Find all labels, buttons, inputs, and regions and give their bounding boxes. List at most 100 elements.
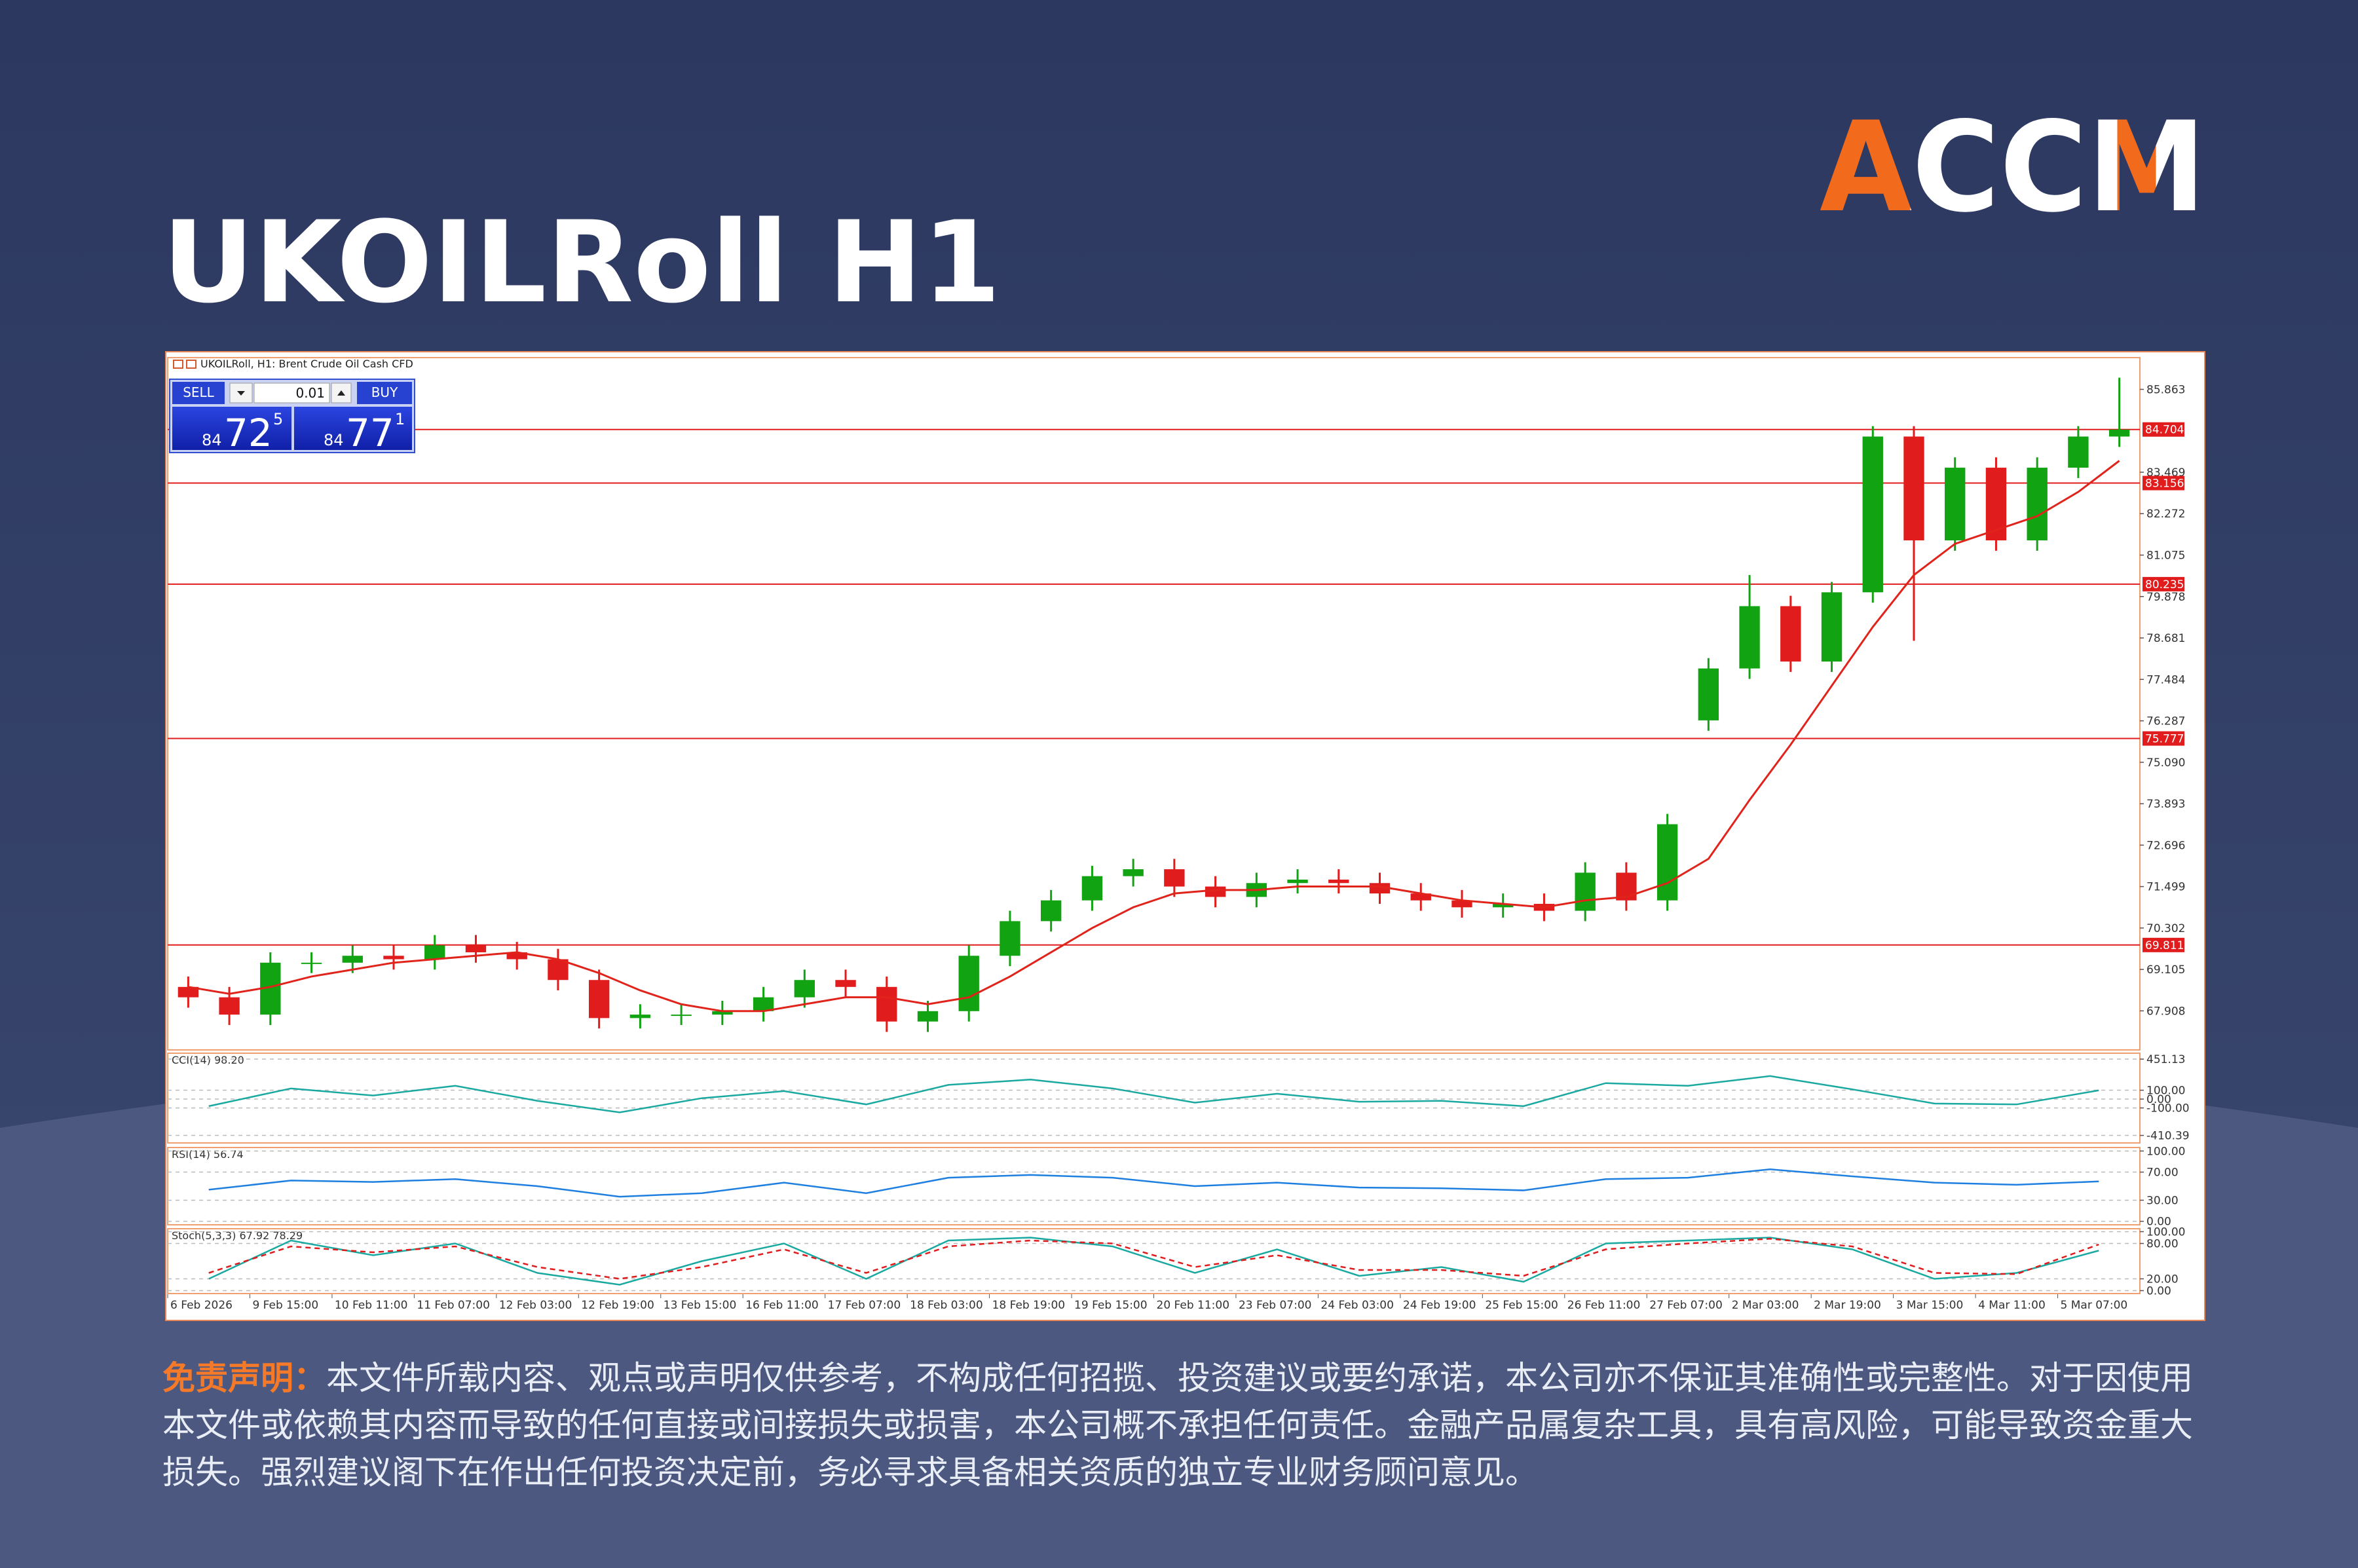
candle-body <box>629 1015 651 1018</box>
y-tick-label: 77.484 <box>2146 673 2185 686</box>
candle-body <box>1410 893 1431 901</box>
disclaimer-text: 本文件所载内容、观点或声明仅供参考，不构成任何招揽、投资建议或要约承诺，本公司亦… <box>162 1359 2193 1491</box>
disclaimer-label: 免责声明： <box>162 1359 326 1397</box>
x-tick-label: 24 Feb 03:00 <box>1320 1299 1394 1312</box>
y-tick-label: 70.00 <box>2146 1167 2179 1180</box>
x-tick-label: 11 Feb 07:00 <box>417 1299 490 1312</box>
candle-body <box>835 980 856 987</box>
candle-body <box>1287 879 1308 884</box>
lot-input[interactable] <box>253 383 330 403</box>
candle-body <box>383 956 404 960</box>
y-tick-label: 71.499 <box>2146 881 2185 894</box>
indicator-title: RSI(14) 56.74 <box>172 1148 244 1161</box>
x-tick-label: 20 Feb 11:00 <box>1157 1299 1230 1312</box>
y-tick-label: 0.00 <box>2146 1216 2171 1229</box>
candle-body <box>548 959 569 980</box>
x-tick-label: 10 Feb 11:00 <box>335 1299 408 1312</box>
x-tick-label: 18 Feb 03:00 <box>910 1299 983 1312</box>
y-tick-label: 78.681 <box>2146 632 2185 645</box>
y-tick-label: -100.00 <box>2146 1102 2190 1115</box>
candle-body <box>671 1015 692 1017</box>
x-tick-label: 12 Feb 03:00 <box>499 1299 572 1312</box>
indicator-title: CCI(14) 98.20 <box>172 1054 244 1066</box>
x-tick-label: 26 Feb 11:00 <box>1567 1299 1641 1312</box>
candle-body <box>2068 436 2089 468</box>
candle-body <box>1616 872 1637 901</box>
candle-body <box>1945 468 1966 541</box>
ask-pip: 1 <box>395 410 405 428</box>
arrow-down <box>237 391 245 396</box>
candle-body <box>342 956 363 963</box>
y-tick-label: 73.893 <box>2146 798 2185 811</box>
level-label: 83.156 <box>2145 477 2184 491</box>
candle-body <box>465 945 487 952</box>
candle-body <box>1903 436 1924 541</box>
candle-body <box>1821 592 1843 662</box>
candle-body <box>301 962 322 964</box>
x-tick-label: 2 Mar 03:00 <box>1732 1299 1799 1312</box>
indicator-line <box>208 1237 2099 1286</box>
candle-body <box>1862 436 1883 593</box>
candle-body <box>1164 869 1185 887</box>
candle-body <box>1739 606 1760 669</box>
y-tick-label: 100.00 <box>2146 1145 2185 1158</box>
page-title: UKOILRoll H1 <box>162 196 1001 328</box>
x-tick-label: 2 Mar 19:00 <box>1814 1299 1881 1312</box>
y-tick-label: -410.39 <box>2146 1130 2190 1143</box>
level-label: 84.704 <box>2145 424 2184 437</box>
candle-body <box>588 980 610 1018</box>
moving-average <box>188 460 2120 1013</box>
level-label-box <box>2143 576 2184 591</box>
candle-body <box>1205 886 1226 897</box>
x-tick-label: 9 Feb 15:00 <box>252 1299 318 1312</box>
level-label-box <box>2143 476 2184 491</box>
x-tick-label: 5 Mar 07:00 <box>2061 1299 2128 1312</box>
candle-body <box>1328 879 1349 884</box>
candle-body <box>2027 468 2048 541</box>
candle-body <box>794 980 815 998</box>
buy-label: BUY <box>371 384 398 400</box>
bid-big: 84 <box>202 431 222 449</box>
y-tick-label: 451.13 <box>2146 1053 2185 1066</box>
y-tick-label: 20.00 <box>2146 1273 2179 1286</box>
candle-body <box>1575 872 1596 911</box>
indicator-title: Stoch(5,3,3) 67.92 78.29 <box>172 1229 303 1242</box>
bid-box[interactable] <box>172 407 291 450</box>
x-tick-label: 3 Mar 15:00 <box>1896 1299 1964 1312</box>
candle-body <box>1040 900 1062 922</box>
candle-body <box>506 952 527 960</box>
x-tick-label: 4 Mar 11:00 <box>1978 1299 2046 1312</box>
lot-down[interactable] <box>229 383 253 403</box>
y-tick-label: 70.302 <box>2146 922 2185 935</box>
level-label-box <box>2143 731 2184 746</box>
candle-body <box>712 1011 733 1015</box>
disclaimer: 免责声明：本文件所载内容、观点或声明仅供参考，不构成任何招揽、投资建议或要约承诺… <box>162 1354 2206 1496</box>
y-tick-label: 79.878 <box>2146 591 2185 604</box>
y-tick-label: 0.00 <box>2146 1093 2171 1106</box>
candle-body <box>1451 900 1472 908</box>
candle-body <box>178 986 199 998</box>
ask-main: 77 <box>346 411 394 455</box>
logo: ACCM <box>1820 95 2206 240</box>
x-tick-label: 24 Feb 19:00 <box>1403 1299 1476 1312</box>
candle-body <box>917 1011 939 1022</box>
sell-button[interactable] <box>172 382 225 404</box>
x-tick-label: 19 Feb 15:00 <box>1074 1299 1148 1312</box>
level-label-box <box>2143 422 2184 437</box>
y-tick-label: 0.00 <box>2146 1285 2171 1298</box>
ask-big: 84 <box>324 431 344 449</box>
level-label: 75.777 <box>2145 733 2184 746</box>
candle-body <box>2108 429 2130 437</box>
level-label: 80.235 <box>2145 578 2184 591</box>
x-tick-label: 6 Feb 2026 <box>170 1299 233 1312</box>
buy-button[interactable] <box>357 382 412 404</box>
panel-frame <box>167 1228 2141 1294</box>
candle-body <box>876 986 897 1022</box>
ask-box[interactable] <box>294 407 412 450</box>
y-tick-label: 69.105 <box>2146 963 2185 977</box>
y-tick-label: 81.075 <box>2146 550 2185 563</box>
candle-body <box>219 997 240 1015</box>
y-tick-label: 72.696 <box>2146 839 2185 852</box>
